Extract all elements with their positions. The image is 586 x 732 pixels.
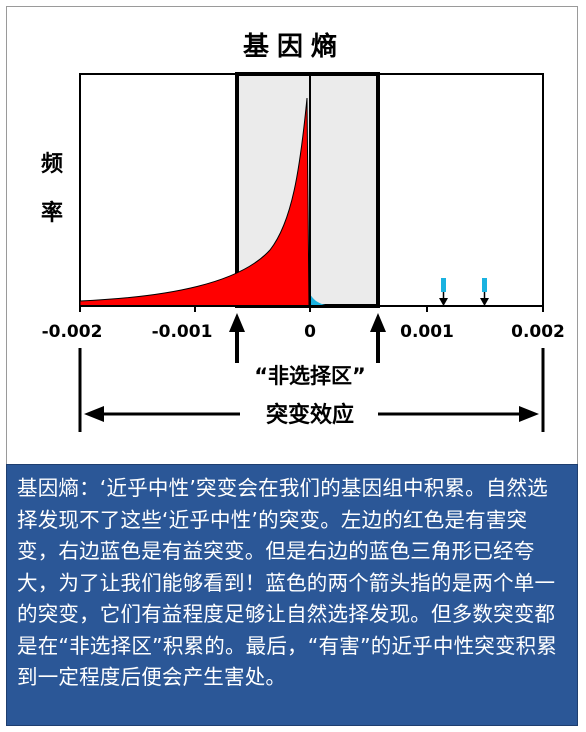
non-selection-zone-label: “非选择区”: [254, 364, 366, 388]
diagram-title: 基因熵: [243, 31, 345, 62]
x-tick-label: 0.001: [400, 322, 454, 342]
x-tick-label: 0: [304, 322, 316, 342]
mutation-effect-label: 突变效应: [266, 402, 354, 428]
beneficial-mutations-triangle: [309, 292, 330, 306]
caption-box: 基因熵：‘近乎中性’突变会在我们的基因组中积累。自然选择发现不了这些‘近乎中性’…: [6, 464, 578, 726]
effect-right-arrow-icon: [378, 406, 539, 422]
y-axis-label-top: 频: [41, 152, 63, 177]
zone-boundary-up-arrow-icon: [229, 313, 245, 363]
x-tick-label: -0.001: [152, 322, 213, 342]
caption-text: 基因熵：‘近乎中性’突变会在我们的基因组中积累。自然选择发现不了这些‘近乎中性’…: [17, 476, 558, 689]
beneficial-mutation-arrow-icon: [480, 278, 489, 306]
zone-boundary-up-arrow-icon: [370, 313, 386, 363]
effect-left-arrow-icon: [84, 406, 240, 422]
deleterious-mutations-area: [79, 97, 310, 307]
genetic-entropy-diagram: 基因熵 频 率 -0.002 -0.001 0 0.001 0.002: [41, 31, 565, 432]
x-tick-label: 0.002: [511, 322, 565, 342]
x-tick-label: -0.002: [42, 322, 103, 342]
y-axis-label-bottom: 率: [41, 200, 63, 226]
beneficial-mutation-arrow-icon: [439, 278, 448, 306]
